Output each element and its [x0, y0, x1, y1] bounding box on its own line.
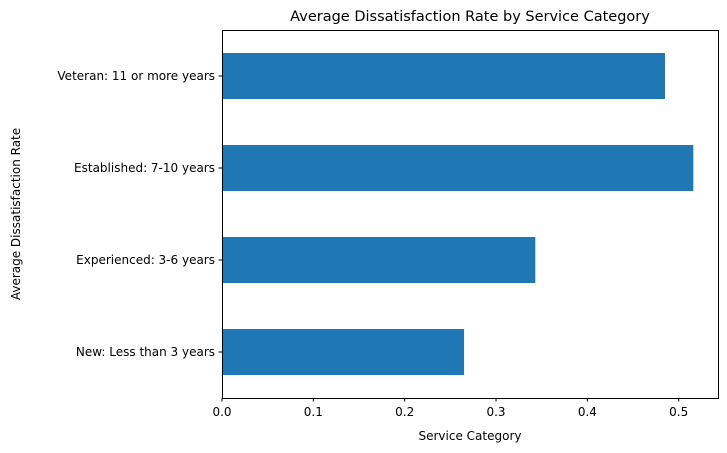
x-axis-label: Service Category: [419, 429, 522, 443]
y-tick-label: Established: 7-10 years: [74, 161, 215, 175]
y-axis-ticks: New: Less than 3 years Experienced: 3-6 y…: [57, 69, 222, 359]
bar-experienced-3-6-years: [222, 237, 536, 283]
x-axis-ticks: 0.0 0.1 0.2 0.3 0.4 0.5: [212, 398, 688, 419]
bars-group: [222, 53, 694, 375]
y-tick-label: Experienced: 3-6 years: [76, 253, 215, 267]
x-tick-label: 0.5: [669, 405, 688, 419]
x-tick-label: 0.4: [578, 405, 597, 419]
chart-title: Average Dissatisfaction Rate by Service …: [290, 9, 650, 25]
x-tick-label: 0.3: [486, 405, 505, 419]
x-tick-label: 0.1: [304, 405, 323, 419]
bar-new-less-than-3-years: [222, 329, 465, 375]
y-tick-label: New: Less than 3 years: [76, 345, 215, 359]
y-tick-label: Veteran: 11 or more years: [57, 69, 215, 83]
y-axis-label: Average Dissatisfaction Rate: [9, 128, 23, 300]
x-tick-label: 0.2: [395, 405, 414, 419]
bar-veteran-11-or-more-years: [222, 53, 666, 99]
x-tick-label: 0.0: [212, 405, 231, 419]
plot-frame: [222, 30, 719, 399]
bar-established-7-10-years: [222, 145, 694, 191]
